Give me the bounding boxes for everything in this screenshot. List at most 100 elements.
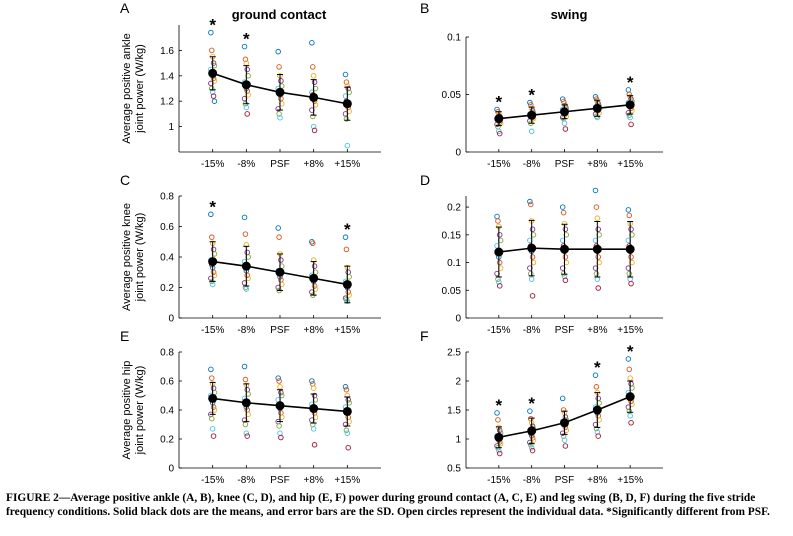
mean-point	[309, 273, 319, 283]
individual-point	[276, 111, 282, 117]
individual-point	[244, 111, 250, 117]
significance-star: *	[627, 73, 634, 92]
x-tick-label: -15%	[201, 475, 224, 486]
individual-point	[243, 104, 250, 111]
individual-point	[496, 232, 503, 238]
y-tick-label: 0.15	[442, 230, 462, 241]
individual-point	[277, 384, 283, 390]
x-tick-label: +15%	[617, 475, 643, 486]
individual-point	[561, 437, 568, 443]
individual-point	[310, 113, 316, 120]
mean-point	[527, 426, 537, 436]
individual-point	[210, 385, 217, 392]
x-tick-label: +8%	[304, 159, 324, 170]
individual-point	[625, 356, 632, 362]
individual-point	[345, 444, 351, 451]
individual-point	[241, 95, 248, 102]
individual-point	[628, 254, 634, 260]
individual-point	[562, 254, 569, 260]
y-tick-label: 0.2	[160, 283, 174, 294]
y-tick-label: 1	[168, 122, 174, 133]
panel-c: C 0 0.2 0.4 0.6 0.8 -15% -8% PSF +8% +15% Average p…	[120, 172, 381, 336]
mean-point	[275, 87, 285, 97]
individual-point	[211, 407, 218, 413]
individual-point	[593, 270, 600, 277]
mean-point	[527, 110, 537, 120]
x-tick-label: +8%	[587, 159, 607, 170]
y-axis-label: Average positive knee	[121, 203, 133, 311]
individual-point	[560, 407, 567, 413]
individual-point	[244, 66, 250, 73]
y-axis-label: joint power (W/kg)	[134, 366, 146, 456]
significance-star: *	[496, 92, 503, 111]
x-tick-label: -8%	[237, 475, 255, 486]
y-tick-label: 0.2	[447, 203, 461, 214]
individual-point	[276, 234, 282, 240]
individual-point	[210, 93, 217, 99]
y-axis-label: joint power (W/kg)	[134, 213, 146, 303]
individual-point	[562, 226, 569, 233]
individual-point	[310, 385, 317, 392]
individual-point	[242, 421, 249, 428]
individual-point	[342, 234, 349, 240]
individual-point	[210, 404, 217, 410]
x-tick-label: -8%	[237, 159, 255, 170]
individual-point	[529, 226, 536, 233]
individual-point	[528, 442, 534, 448]
y-tick-label: 0.8	[160, 192, 174, 203]
individual-point	[275, 225, 281, 231]
individual-point	[594, 215, 601, 221]
individual-point	[275, 106, 281, 112]
individual-point	[594, 276, 601, 282]
y-tick-label: 0.1	[447, 33, 461, 44]
individual-point	[628, 420, 634, 426]
mean-point	[592, 103, 602, 113]
individual-point	[244, 386, 250, 393]
x-tick-label: +15%	[334, 475, 360, 486]
individual-point	[495, 276, 501, 282]
mean-point	[494, 114, 504, 124]
individual-point	[311, 442, 318, 448]
x-tick-label: PSF	[555, 475, 574, 486]
individual-point	[494, 410, 500, 416]
x-tick-label: +15%	[617, 159, 643, 170]
figure-caption: FIGURE 2—Average positive ankle (A, B), …	[6, 492, 770, 518]
y-tick-label: 0.6	[160, 377, 174, 388]
individual-point	[627, 375, 633, 381]
x-tick-label: -8%	[523, 475, 541, 486]
individual-point	[311, 127, 318, 134]
individual-point	[345, 269, 351, 276]
individual-point	[310, 381, 316, 387]
individual-point	[241, 43, 248, 50]
x-tick-label: PSF	[270, 475, 289, 486]
significance-star: *	[627, 342, 634, 361]
mean-point	[494, 432, 504, 442]
significance-star: *	[209, 16, 216, 35]
individual-point	[595, 433, 601, 439]
y-tick-label: 0.05	[442, 286, 462, 297]
y-tick-label: 0	[455, 148, 461, 159]
individual-point	[345, 85, 351, 92]
y-axis-label: Average positive ankle	[121, 33, 133, 143]
individual-point	[626, 366, 633, 373]
individual-point	[626, 212, 633, 219]
significance-star: *	[528, 86, 535, 105]
mean-point	[494, 247, 504, 257]
y-tick-label: 0.5	[447, 464, 461, 475]
mean-point	[275, 401, 285, 411]
individual-point	[528, 128, 535, 135]
x-tick-label: +15%	[334, 325, 360, 336]
y-axis-label: joint power (W/kg)	[134, 44, 146, 134]
individual-point	[278, 257, 284, 263]
panel-e: E 0 0.2 0.4 0.6 0.8 -15% -8% PSF +8% +15% Average p…	[120, 328, 381, 486]
individual-point	[495, 218, 501, 224]
x-tick-label: PSF	[270, 159, 289, 170]
individual-point	[562, 443, 569, 449]
individual-point	[593, 425, 600, 432]
individual-point	[560, 209, 567, 216]
individual-point	[310, 426, 317, 432]
mean-point	[625, 392, 635, 402]
significance-star: *	[496, 396, 503, 415]
individual-point	[496, 427, 503, 434]
individual-point	[595, 254, 601, 260]
